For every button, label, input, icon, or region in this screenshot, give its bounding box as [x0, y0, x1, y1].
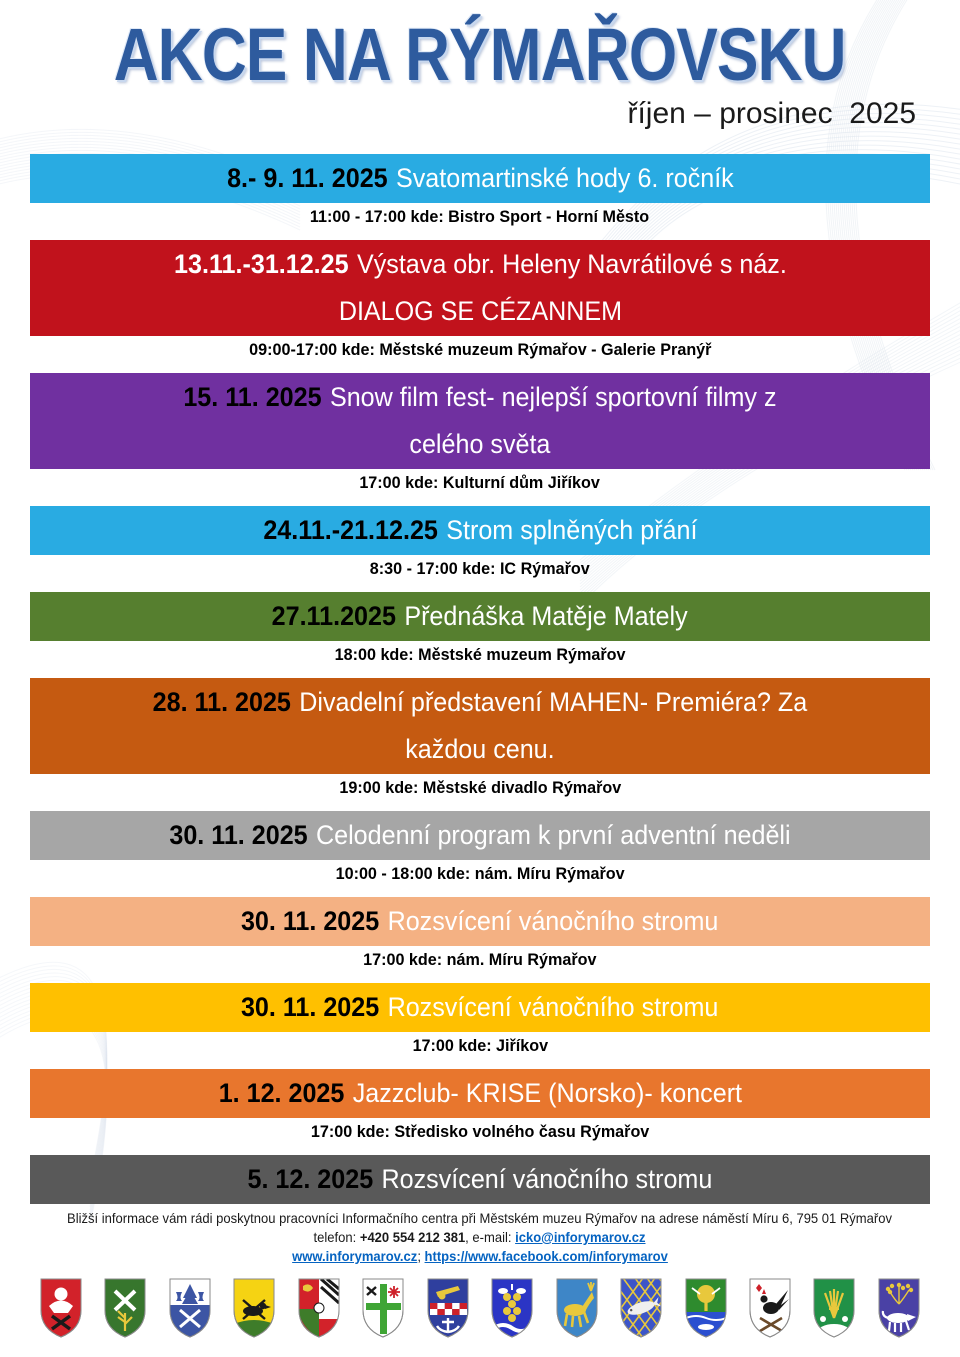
event-bar: 30. 11. 2025 Rozsvícení vánočního stromu: [30, 896, 930, 946]
poster-header: AKCE NA RÝMAŘOVSKU říjen – prosinec 2025: [0, 16, 960, 132]
event-row: 24.11.-21.12.25 Strom splněných přání 8:3…: [0, 505, 960, 579]
page-title: AKCE NA RÝMAŘOVSKU: [113, 13, 847, 96]
coat-of-arms-8-icon: [490, 1278, 534, 1338]
event-title: Divadelní představení MAHEN- Premiéra? Z…: [299, 686, 808, 764]
footer-info-line: Bližší informace vám rádi poskytnou prac…: [67, 1209, 893, 1226]
coat-of-arms-3-icon: [168, 1278, 212, 1338]
event-info: 8:30 - 17:00 kde: IC Rýmařov: [370, 558, 590, 578]
coat-of-arms-4-icon: [232, 1278, 276, 1338]
event-info: 11:00 - 17:00 kde: Bistro Sport - Horní …: [310, 206, 650, 226]
coat-of-arms-10-icon: [619, 1278, 663, 1338]
coat-of-arms-5-icon: [297, 1278, 341, 1338]
email-link[interactable]: icko@inforymarov.cz: [515, 1228, 647, 1245]
phone-label: telefon:: [313, 1228, 361, 1245]
event-date: 8.- 9. 11. 2025: [226, 162, 388, 193]
event-title: Svatomartinské hody 6. ročník: [395, 162, 734, 193]
event-title: Rozsvícení vánočního stromu: [387, 991, 719, 1022]
event-bar: 8.- 9. 11. 2025 Svatomartinské hody 6. ro…: [30, 153, 930, 203]
event-date: 27.11.2025: [271, 600, 397, 631]
event-title: Rozsvícení vánočního stromu: [381, 1163, 713, 1194]
coat-of-arms-6-icon: [361, 1278, 405, 1338]
event-bar: 30. 11. 2025 Rozsvícení vánočního stromu: [30, 982, 930, 1032]
coat-of-arms-14-icon: [877, 1278, 921, 1338]
event-title: Jazzclub- KRISE (Norsko)- koncert: [352, 1077, 742, 1108]
event-row: 30. 11. 2025 Celodenní program k první ad…: [0, 810, 960, 884]
event-date: 24.11.-21.12.25: [262, 514, 438, 545]
coat-of-arms-7-icon: [426, 1278, 470, 1338]
event-row: 30. 11. 2025 Rozsvícení vánočního stromu …: [0, 896, 960, 970]
event-date: 13.11.-31.12.25: [173, 248, 349, 279]
event-row: 27.11.2025 Přednáška Matěje Mately 18:00 …: [0, 591, 960, 665]
event-date: 15. 11. 2025: [183, 381, 322, 412]
event-date: 30. 11. 2025: [241, 905, 380, 936]
event-bar: 15. 11. 2025 Snow film fest- nejlepší spo…: [30, 372, 930, 469]
event-date: 1. 12. 2025: [218, 1077, 344, 1108]
coat-of-arms-11-icon: [684, 1278, 728, 1338]
event-date: 30. 11. 2025: [169, 819, 308, 850]
event-info: 17:00 kde: Jiříkov: [412, 1035, 548, 1055]
coats-of-arms-row: [39, 1278, 921, 1338]
event-title: Strom splněných přání: [445, 514, 698, 545]
event-info: 17:00 kde: Kulturní dům Jiříkov: [359, 472, 601, 492]
event-row: 28. 11. 2025 Divadelní představení MAHEN-…: [0, 677, 960, 798]
email-label: , e-mail:: [465, 1228, 516, 1245]
event-title: Výstava obr. Heleny Navrátilové s náz. D…: [338, 248, 787, 326]
event-info: 17:00 kde: nám. Míru Rýmařov: [363, 949, 597, 969]
event-title: Celodenní program k první adventní neděl…: [316, 819, 791, 850]
event-bar: 30. 11. 2025 Celodenní program k první ad…: [30, 810, 930, 860]
event-info: 09:00-17:00 kde: Městské muzeum Rýmařov …: [248, 339, 712, 359]
event-info: 17:00 kde: Středisko volného času Rýmařo…: [310, 1121, 650, 1141]
phone-number: +420 554 212 381: [360, 1228, 466, 1245]
coat-of-arms-12-icon: [748, 1278, 792, 1338]
link-separator: ;: [417, 1247, 425, 1264]
event-title: Snow film fest- nejlepší sportovní filmy…: [330, 381, 777, 459]
coat-of-arms-13-icon: [812, 1278, 856, 1338]
event-date: 30. 11. 2025: [241, 991, 380, 1022]
coat-of-arms-2-icon: [103, 1278, 147, 1338]
event-date: 28. 11. 2025: [152, 686, 291, 717]
event-row: 15. 11. 2025 Snow film fest- nejlepší spo…: [0, 372, 960, 493]
footer-links-line: www.inforymarov.cz; https://www.facebook…: [0, 1247, 960, 1266]
event-title: Přednáška Matěje Mately: [404, 600, 689, 631]
event-row: 8.- 9. 11. 2025 Svatomartinské hody 6. ro…: [0, 153, 960, 227]
event-info: 19:00 kde: Městské divadlo Rýmařov: [339, 777, 621, 797]
event-list: 8.- 9. 11. 2025 Svatomartinské hody 6. ro…: [0, 153, 960, 1204]
coat-of-arms-1-icon: [39, 1278, 83, 1338]
date-range-subtitle: říjen – prosinec 2025: [627, 96, 916, 130]
footer-contact-line: telefon: +420 554 212 381, e-mail: icko@…: [0, 1228, 960, 1247]
event-bar: 1. 12. 2025 Jazzclub- KRISE (Norsko)- kon…: [30, 1068, 930, 1118]
event-bar: 28. 11. 2025 Divadelní představení MAHEN-…: [30, 677, 930, 774]
event-date: 5. 12. 2025: [247, 1163, 374, 1194]
website-link[interactable]: www.inforymarov.cz: [292, 1247, 418, 1264]
event-bar: 27.11.2025 Přednáška Matěje Mately: [30, 591, 930, 641]
event-bar: 13.11.-31.12.25 Výstava obr. Heleny Navrá…: [30, 239, 930, 336]
event-info: 10:00 - 18:00 kde: nám. Míru Rýmařov: [335, 863, 625, 883]
event-bar: 24.11.-21.12.25 Strom splněných přání: [30, 505, 930, 555]
event-info: 18:00 kde: Městské muzeum Rýmařov: [334, 644, 626, 664]
event-row: 5. 12. 2025 Rozsvícení vánočního stromu: [0, 1154, 960, 1204]
poster-footer: Bližší informace vám rádi poskytnou prac…: [0, 1209, 960, 1266]
event-row: 1. 12. 2025 Jazzclub- KRISE (Norsko)- kon…: [0, 1068, 960, 1142]
coat-of-arms-9-icon: [555, 1278, 599, 1338]
facebook-link[interactable]: https://www.facebook.com/inforymarov: [424, 1247, 668, 1264]
event-row: 13.11.-31.12.25 Výstava obr. Heleny Navrá…: [0, 239, 960, 360]
event-title: Rozsvícení vánočního stromu: [387, 905, 719, 936]
event-row: 30. 11. 2025 Rozsvícení vánočního stromu …: [0, 982, 960, 1056]
event-bar: 5. 12. 2025 Rozsvícení vánočního stromu: [30, 1154, 930, 1204]
